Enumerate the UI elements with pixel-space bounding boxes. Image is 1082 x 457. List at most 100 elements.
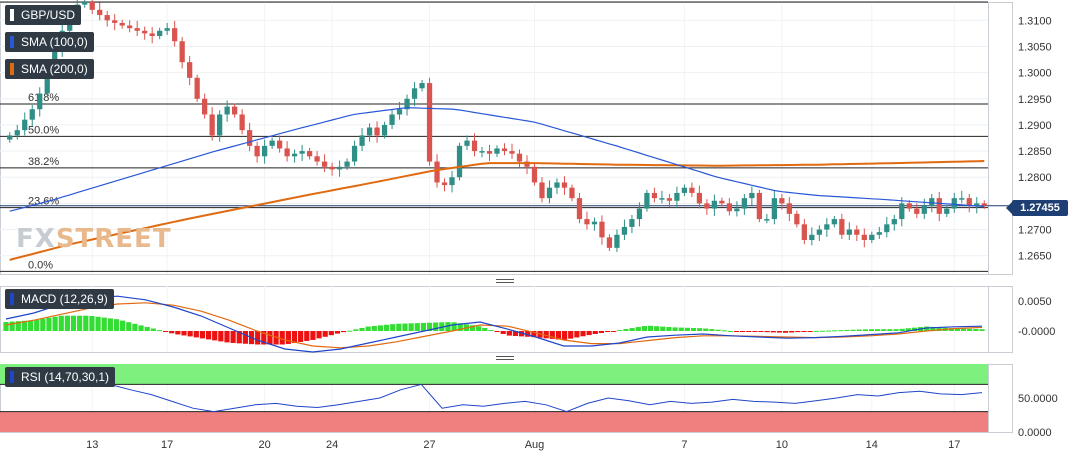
macd-hist-bar-pos (58, 315, 64, 331)
legend-sma100[interactable]: SMA (100,0) (5, 32, 94, 52)
pane-resize-handle-1b[interactable] (496, 282, 514, 283)
candle-bull (157, 30, 163, 36)
candle-bull (494, 148, 500, 154)
candle-bear (704, 203, 710, 209)
candle-bear (306, 151, 313, 157)
candle-bear (861, 234, 867, 240)
macd-hist-bar-pos (371, 325, 377, 331)
macd-label: MACD (12,26,9) (21, 292, 108, 306)
macd-hist-bar-pos (476, 326, 482, 331)
macd-hist-bar-pos (960, 328, 967, 331)
legend-sma200[interactable]: SMA (200,0) (5, 59, 94, 79)
candle-bear (906, 203, 912, 209)
candle-bull (359, 135, 365, 146)
candle-bull (464, 140, 470, 146)
time-axis-tick: Aug (525, 439, 545, 451)
macd-hist-bar-neg (549, 331, 555, 339)
macd-hist-bar-neg (568, 331, 574, 339)
candle-bull (37, 93, 43, 110)
candle-bull (809, 234, 815, 240)
macd-hist-bar-pos (666, 326, 672, 331)
candle-bear (97, 9, 103, 16)
macd-hist-bar-pos (838, 330, 844, 332)
candle-bull (816, 229, 822, 235)
macd-hist-bar-pos (825, 330, 832, 332)
rsi-swatch (10, 371, 14, 383)
macd-hist-bar-pos (64, 315, 70, 331)
macd-hist-bar-pos (433, 322, 439, 331)
candle-bear (172, 28, 178, 42)
candle-bull (44, 72, 50, 94)
candle-bear (786, 203, 792, 214)
candle-bear (509, 151, 515, 154)
macd-hist-bar-pos (40, 318, 46, 331)
price-axis-tick: 1.2800 (1018, 172, 1052, 184)
macd-hist-bar-neg (758, 331, 764, 332)
candle-bull (749, 192, 755, 199)
macd-hist-bar-neg (267, 331, 273, 345)
macd-hist-bar-pos (402, 323, 408, 331)
macd-hist-bar-pos (451, 322, 457, 331)
candle-bull (659, 198, 665, 200)
macd-hist-bar-pos (967, 328, 973, 331)
macd-hist-bar-pos (138, 325, 144, 331)
macd-hist-bar-neg (291, 331, 298, 343)
candle-bull (869, 234, 875, 240)
macd-hist-bar-pos (709, 329, 715, 331)
macd-hist-bar-neg (746, 331, 752, 332)
candle-bull (846, 229, 852, 235)
candle-bear (441, 182, 448, 186)
candle-bull (824, 224, 830, 230)
macd-hist-bar-pos (457, 323, 463, 331)
macd-hist-bar-neg (310, 331, 316, 340)
fib-level-label: 61.8% (28, 92, 59, 104)
macd-hist-bar-pos (414, 323, 420, 331)
macd-hist-bar-pos (697, 328, 703, 331)
candle-bull (22, 119, 28, 131)
legend-rsi[interactable]: RSI (14,70,30,1) (5, 367, 116, 387)
macd-hist-bar-pos (83, 315, 89, 331)
candle-bear (314, 156, 320, 162)
macd-hist-bar-pos (488, 330, 494, 332)
macd-hist-bar-pos (3, 322, 9, 331)
candle-bull (681, 187, 688, 193)
macd-hist-bar-pos (150, 328, 156, 331)
macd-hist-bar-neg (328, 331, 334, 336)
candle-bull (404, 98, 410, 110)
candle-bull (591, 221, 598, 225)
macd-hist-bar-pos (420, 322, 427, 331)
macd-hist-bar-pos (445, 322, 451, 331)
legend-macd[interactable]: MACD (12,26,9) (5, 289, 114, 309)
instrument-text: GBP/USD (21, 8, 76, 22)
candle-bull (396, 109, 403, 115)
candle-bear (112, 20, 118, 23)
macd-hist-bar-neg (764, 331, 770, 333)
macd-hist-bar-pos (979, 329, 985, 331)
macd-hist-bar-pos (813, 330, 819, 332)
macd-hist-bar-pos (408, 323, 414, 331)
pane-resize-handle-2b[interactable] (496, 359, 514, 360)
macd-hist-bar-neg (789, 331, 795, 333)
macd-hist-bar-pos (887, 329, 893, 331)
candle-bear (187, 62, 193, 78)
candle-bear (254, 145, 260, 157)
candle-bull (764, 219, 770, 221)
candle-bull (344, 161, 350, 167)
candle-bear (599, 221, 605, 238)
macd-hist-bar-neg (255, 331, 261, 345)
pane-resize-handle-2[interactable] (496, 356, 514, 357)
macd-hist-bar-neg (212, 331, 218, 341)
rsi-oversold-zone (0, 411, 988, 432)
pane-resize-handle-1[interactable] (496, 279, 514, 280)
macd-hist-bar-pos (617, 330, 623, 332)
macd-hist-bar-pos (120, 320, 126, 331)
fib-level-label: 38.2% (28, 156, 59, 168)
macd-hist-bar-pos (95, 316, 101, 331)
rsi-line (5, 371, 983, 413)
macd-hist-bar-neg (574, 331, 580, 338)
macd-hist-bar-neg (801, 331, 807, 332)
macd-hist-bar-pos (703, 328, 709, 331)
panel-frame-2 (0, 286, 1013, 353)
macd-hist-bar-pos (629, 328, 635, 331)
candle-bull (711, 200, 718, 209)
